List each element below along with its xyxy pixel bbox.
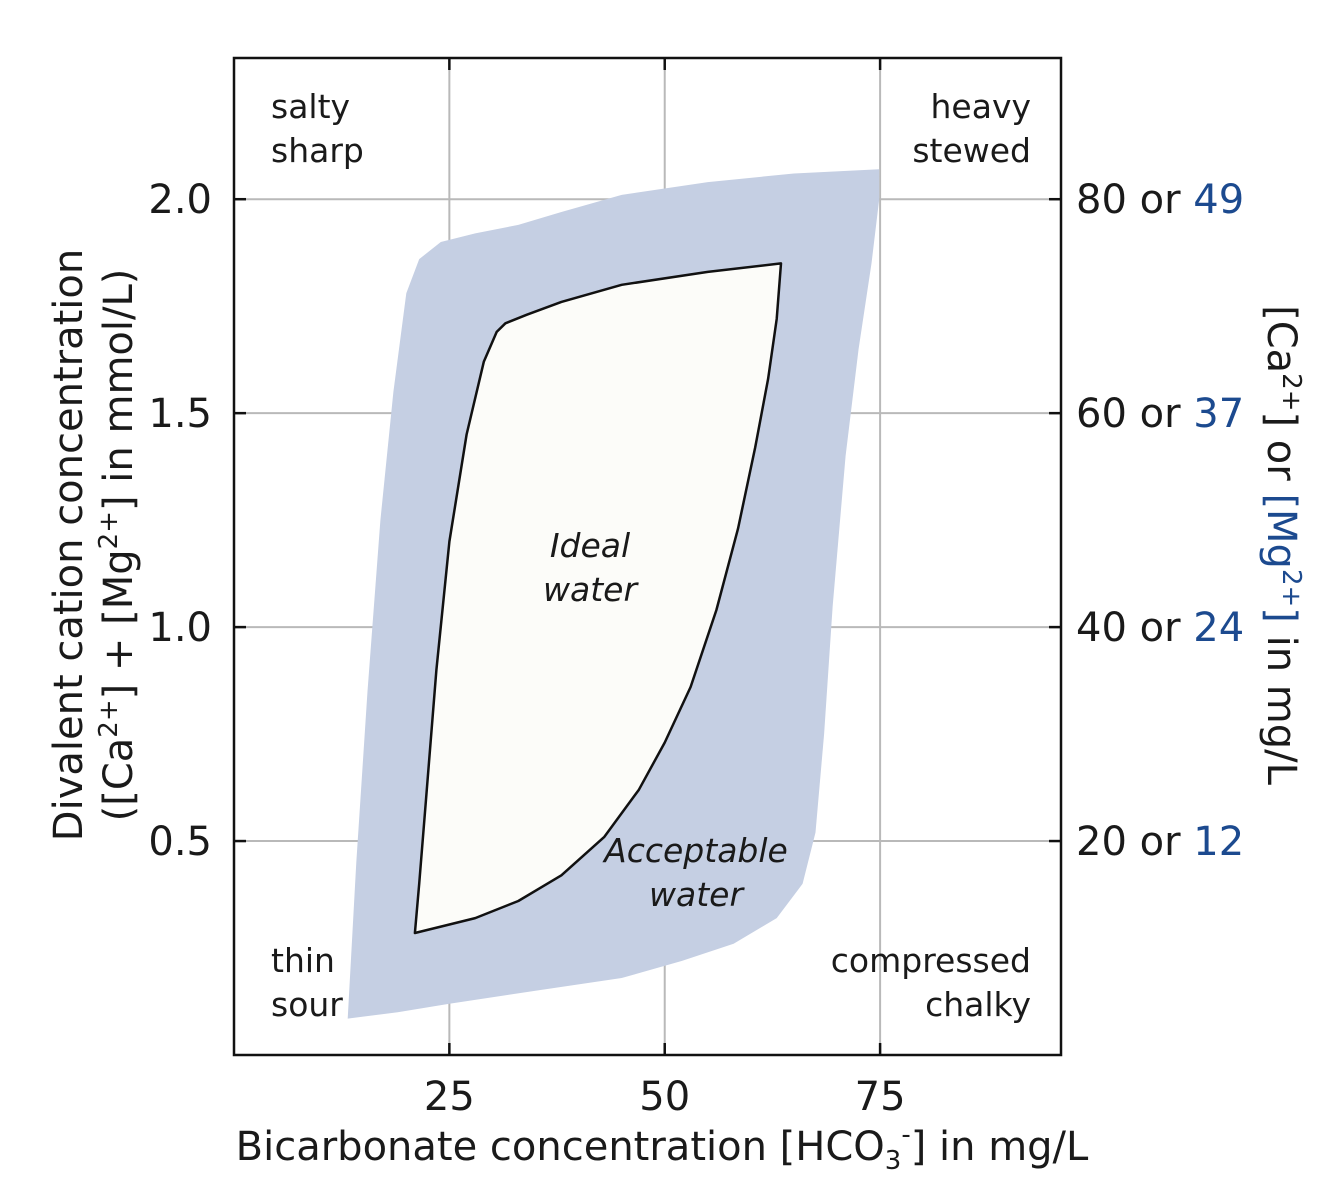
corner-label-bottom-right: chalky xyxy=(925,985,1031,1024)
ideal-water-label: Ideal xyxy=(550,526,630,565)
corner-labels: salty sharp heavy stewed thin sour compressed c… xyxy=(271,87,1031,1024)
y2-tick-mg: 37 xyxy=(1193,391,1244,437)
x-axis-label-sup: - xyxy=(901,1120,910,1150)
y2-label-sup1: 2+ xyxy=(1276,373,1306,411)
y2-label-e: in mg/L xyxy=(1258,623,1304,786)
corner-label-bottom-left: sour xyxy=(271,985,343,1024)
x-tick-label: 50 xyxy=(639,1074,690,1120)
y2-tick-label: 60 or 37 xyxy=(1076,391,1244,437)
y2-label-d: ] xyxy=(1258,607,1304,623)
y2-axis-label: [Ca2+] or [Mg2+] in mg/L xyxy=(1258,305,1306,786)
acceptable-water-label: water xyxy=(649,875,745,914)
x-tick-label: 75 xyxy=(855,1074,906,1120)
corner-label-bottom-right: compressed xyxy=(831,941,1031,980)
y2-tick-ca: 60 xyxy=(1076,391,1127,437)
y2-tick-mg: 49 xyxy=(1193,177,1244,223)
x-axis-label-suffix: ] in mg/L xyxy=(911,1124,1089,1170)
y-tick-labels: 0.5 1.0 1.5 2.0 xyxy=(148,177,212,865)
y-axis-label-line2: ([Ca2+] + [Mg2+] in mmol/L) xyxy=(94,269,142,822)
y-tick-label: 1.5 xyxy=(148,391,212,437)
y2-tick-sep: or xyxy=(1127,819,1193,865)
x-tick-labels: 25 50 75 xyxy=(424,1074,906,1120)
x-tick-label: 25 xyxy=(424,1074,475,1120)
ticks xyxy=(234,58,1061,1055)
y2-tick-label: 40 or 24 xyxy=(1076,605,1244,651)
y-axis-label-c: ] in mmol/L) xyxy=(96,269,142,511)
corner-label-bottom-left: thin xyxy=(271,941,335,980)
x-axis-label-prefix: Bicarbonate concentration [HCO xyxy=(236,1124,885,1170)
y2-label-a: [Ca xyxy=(1258,305,1304,373)
y2-label-c: [Mg xyxy=(1258,493,1304,569)
y-tick-label: 2.0 xyxy=(148,177,212,223)
y2-tick-label: 20 or 12 xyxy=(1076,819,1244,865)
y2-tick-ca: 80 xyxy=(1076,177,1127,223)
x-axis-label: Bicarbonate concentration [HCO3-] in mg/… xyxy=(236,1120,1089,1176)
y2-tick-ca: 40 xyxy=(1076,605,1127,651)
y2-label-b: ] or xyxy=(1258,411,1304,493)
plot-frame xyxy=(232,56,1063,1057)
corner-label-top-left: salty xyxy=(271,87,350,126)
y-tick-label: 1.0 xyxy=(148,605,212,651)
y-axis-label-line1: Divalent cation concentration xyxy=(46,249,92,841)
y2-tick-sep: or xyxy=(1127,391,1193,437)
acceptable-water-label: Acceptable xyxy=(602,831,788,870)
region-labels: Acceptable water Ideal water xyxy=(543,526,788,914)
y-axis-label-b: ] + [Mg xyxy=(96,549,142,699)
y2-tick-sep: or xyxy=(1127,605,1193,651)
regions xyxy=(347,169,880,1019)
ideal-water-label: water xyxy=(543,570,639,609)
y-axis-label-sup1: 2+ xyxy=(94,699,124,737)
y2-tick-ca: 20 xyxy=(1076,819,1127,865)
y2-tick-label: 80 or 49 xyxy=(1076,177,1244,223)
x-axis-label-sub: 3 xyxy=(885,1146,902,1176)
ideal-water-region xyxy=(413,262,783,935)
y-tick-label: 0.5 xyxy=(148,819,212,865)
y2-tick-labels: 20 or 12 40 or 24 60 or 37 80 or 49 xyxy=(1076,177,1244,865)
y2-tick-mg: 24 xyxy=(1193,605,1244,651)
y2-tick-mg: 12 xyxy=(1193,819,1244,865)
y-axis-label-a: ([Ca xyxy=(96,738,142,822)
corner-label-top-right: heavy xyxy=(931,87,1032,126)
corner-label-top-right: stewed xyxy=(912,131,1031,170)
y2-tick-sep: or xyxy=(1127,177,1193,223)
y-axis-label-sup2: 2+ xyxy=(94,511,124,549)
corner-label-top-left: sharp xyxy=(271,131,364,170)
y2-label-sup2: 2+ xyxy=(1276,569,1306,607)
